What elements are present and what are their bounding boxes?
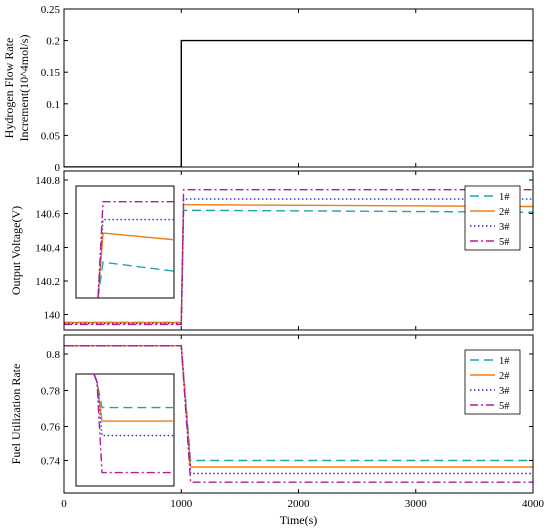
y-tick-label: 0.25 (41, 4, 61, 16)
y-tick-label: 0.78 (41, 386, 61, 398)
legend: 1# 2# 3# 5# (464, 185, 521, 251)
inset-line-1 (97, 261, 174, 298)
y-tick-label: 140.2 (35, 276, 60, 288)
legend: 1# 2# 3# 5# (464, 349, 521, 415)
y-tick-label: 140.4 (35, 243, 60, 255)
series-line-5 (64, 188, 533, 326)
series-line-3 (64, 198, 533, 325)
legend-label: 2# (499, 371, 510, 382)
y-tick-label: 140.6 (35, 209, 60, 221)
x-tick-label: 2000 (288, 498, 311, 510)
panel-2: 140 140.2 140.4 140.6 140.8 Output Voltage(V)… (9, 170, 534, 331)
legend-label: 5# (499, 401, 510, 412)
y-tick-label: 0.05 (41, 130, 61, 142)
legend-label: 1# (499, 356, 510, 367)
legend-label: 3# (499, 386, 510, 397)
y-axis-label: Increment(10^4mol/s) (17, 35, 31, 142)
y-tick-label: 0.76 (41, 422, 61, 434)
y-axis-label: Fuel Utilization Rate (9, 364, 23, 465)
legend-label: 5# (499, 237, 510, 248)
x-tick-label: 1000 (170, 498, 193, 510)
y-tick-label: 140 (44, 310, 61, 322)
x-axis-label: Time(s) (280, 513, 318, 527)
panel-3: 0.74 0.76 0.78 0.8 0 1000 2000 3000 4000 Fuel Uti… (9, 334, 545, 527)
y-tick-label: 0.2 (46, 36, 60, 48)
x-tick-label: 3000 (405, 498, 428, 510)
y-tick-label: 0.15 (41, 67, 61, 79)
series-group (64, 188, 533, 326)
y-axis-label: Output Voltage(V) (9, 206, 23, 295)
legend-label: 2# (499, 207, 510, 218)
y-tick-label: 0.74 (41, 456, 61, 468)
inset-frame (75, 185, 175, 299)
panel-1: 0 0.05 0.1 0.15 0.2 0.25 Hydrogen Flow Rate Inc… (2, 4, 534, 174)
x-tick-label: 4000 (522, 498, 545, 510)
y-tick-label: 140.8 (35, 175, 60, 187)
inset-fuel (75, 373, 175, 487)
y-tick-label: 0.1 (46, 99, 60, 111)
x-tick-label: 0 (61, 498, 67, 510)
series-group (64, 345, 533, 483)
inset-line-5 (97, 200, 174, 298)
inset-frame (75, 373, 175, 487)
series-line-1 (64, 39, 533, 167)
legend-label: 3# (499, 222, 510, 233)
series-group (64, 39, 533, 167)
y-axis-label: Hydrogen Flow Rate (2, 38, 16, 139)
inset-voltage (75, 185, 175, 299)
inset-series (93, 374, 174, 474)
legend-label: 1# (499, 192, 510, 203)
y-tick-label: 0 (55, 162, 61, 174)
inset-series (97, 200, 174, 298)
plot-frame (63, 8, 534, 168)
y-tick-label: 0.8 (46, 349, 60, 361)
inset-line-5 (93, 374, 174, 474)
